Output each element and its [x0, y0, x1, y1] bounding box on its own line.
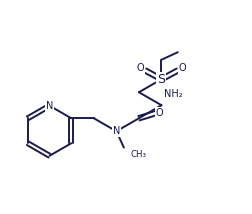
Text: NH₂: NH₂	[165, 89, 183, 99]
Text: N: N	[113, 126, 120, 136]
Text: O: O	[179, 63, 186, 73]
Text: N: N	[46, 101, 53, 111]
Text: O: O	[136, 63, 144, 73]
Text: S: S	[158, 73, 166, 86]
Text: CH₃: CH₃	[130, 150, 146, 159]
Text: O: O	[156, 108, 164, 118]
